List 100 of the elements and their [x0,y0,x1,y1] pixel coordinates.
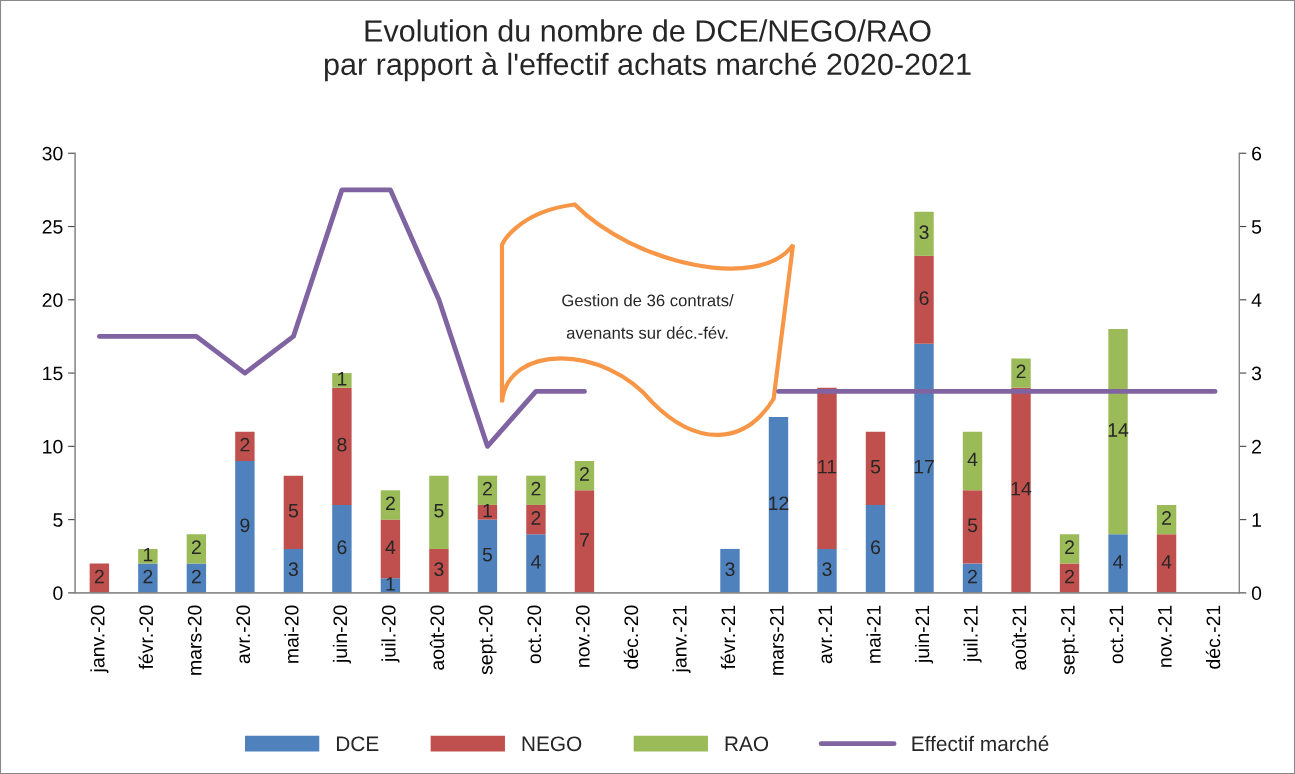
annotation: Gestion de 36 contrats/ avenants sur déc.-fév. [562,294,734,339]
legend-label: RAO [725,736,769,752]
bar [138,548,158,564]
x-tick-label: janv.-20 [90,605,109,673]
data-label: 7 [580,533,589,547]
y2-tick-label: 5 [1251,220,1262,234]
data-label: 2 [531,511,541,525]
data-label: 2 [385,496,395,510]
data-label: 6 [337,540,347,555]
data-label: 17 [914,459,934,474]
x-tick-label: févr.-21 [720,605,736,670]
data-label: 6 [919,291,929,306]
x-tick-label: juin-20 [332,605,351,664]
bar [1059,534,1080,564]
bar [1108,534,1128,593]
x-tick-label: mars-21 [769,605,784,675]
y2-tick-label: 2 [1252,439,1261,454]
bar [865,504,886,593]
y-tick-label: 20 [42,293,63,308]
bar [1156,534,1177,593]
y-tick-label: 10 [43,439,63,454]
data-label: 2 [1162,511,1171,525]
data-label: 3 [434,562,444,577]
data-label: 9 [240,518,250,533]
x-tick-label: nov.-21 [1158,605,1172,667]
bar [768,417,789,593]
bar [526,534,546,593]
bar [332,504,352,593]
data-label: 11 [818,459,837,474]
x-tick-label: août-20 [429,605,445,670]
bar [186,534,207,564]
data-label: 3 [822,562,832,577]
legend-label: Effectif marché [912,735,1049,752]
bar [914,255,934,344]
data-label: 3 [919,225,929,240]
y2-tick-label: 4 [1251,293,1262,307]
bar [720,548,740,593]
bar [526,504,546,535]
x-tick-label: déc.-20 [623,605,639,669]
bar [817,548,837,593]
bar [380,519,401,579]
y-tick-label: 30 [42,146,63,161]
x-tick-label: sept.-20 [478,605,497,675]
data-label: 2 [191,569,201,584]
y-tick-label: 5 [53,513,63,527]
bar [962,431,983,491]
x-tick-label: janv.-21 [672,605,691,673]
x-tick-label: mars-20 [187,605,202,675]
bar [380,490,401,520]
data-label: 2 [240,437,250,452]
bar [138,563,158,593]
bar [429,475,449,549]
bar [477,519,498,593]
bar [865,431,886,505]
bar [914,343,934,593]
data-label: 4 [385,540,396,554]
data-label: 4 [1161,555,1172,569]
x-tick-label: oct.-20 [527,605,542,664]
chart-title: Evolution du nombre de DCE/NEGO/RAO par rapport à l'effectif achats marché 2020-2021 [324,19,971,82]
bar [1108,329,1128,535]
data-label: 1 [483,503,492,518]
data-label: 2 [1016,364,1026,379]
bar [817,387,837,549]
bar [962,490,983,564]
bar [526,475,546,505]
bar [283,548,304,593]
bar [477,475,498,505]
y2-tick-label: 3 [1251,366,1262,381]
data-label: 5 [967,518,978,533]
data-label: 6 [871,540,881,555]
x-tick-label: juil.-21 [963,605,982,663]
x-tick-label: avr.-20 [236,605,251,664]
x-tick-label: août-21 [1011,605,1027,670]
x-tick-label: nov.-20 [575,605,590,667]
legend-label: NEGO [522,736,582,752]
bar [332,373,352,388]
y2-tick-label: 6 [1252,146,1262,161]
data-label: 4 [530,555,541,569]
data-label: 2 [531,481,541,496]
x-tick-label: avr.-21 [818,605,833,664]
y-tick-label: 0 [53,586,63,601]
bar [235,431,255,461]
data-label: 1 [386,577,395,591]
data-label: 2 [483,481,492,496]
x-tick-label: juin-21 [914,605,934,664]
data-label: 3 [725,562,735,577]
data-label: 3 [288,562,298,577]
data-label: 2 [1065,540,1074,554]
data-label: 2 [1065,569,1074,584]
y2-tick-label: 0 [1251,586,1262,601]
x-tick-label: mai-21 [866,605,881,663]
data-label: 1 [143,547,153,562]
bar [429,548,449,593]
bar [283,475,304,549]
x-tick-label: oct.-21 [1109,605,1124,664]
data-label: 8 [337,437,347,452]
data-label: 5 [288,503,298,518]
x-tick-label: févr.-20 [138,605,154,670]
data-label: 5 [870,459,881,474]
data-label: 4 [1113,555,1123,569]
